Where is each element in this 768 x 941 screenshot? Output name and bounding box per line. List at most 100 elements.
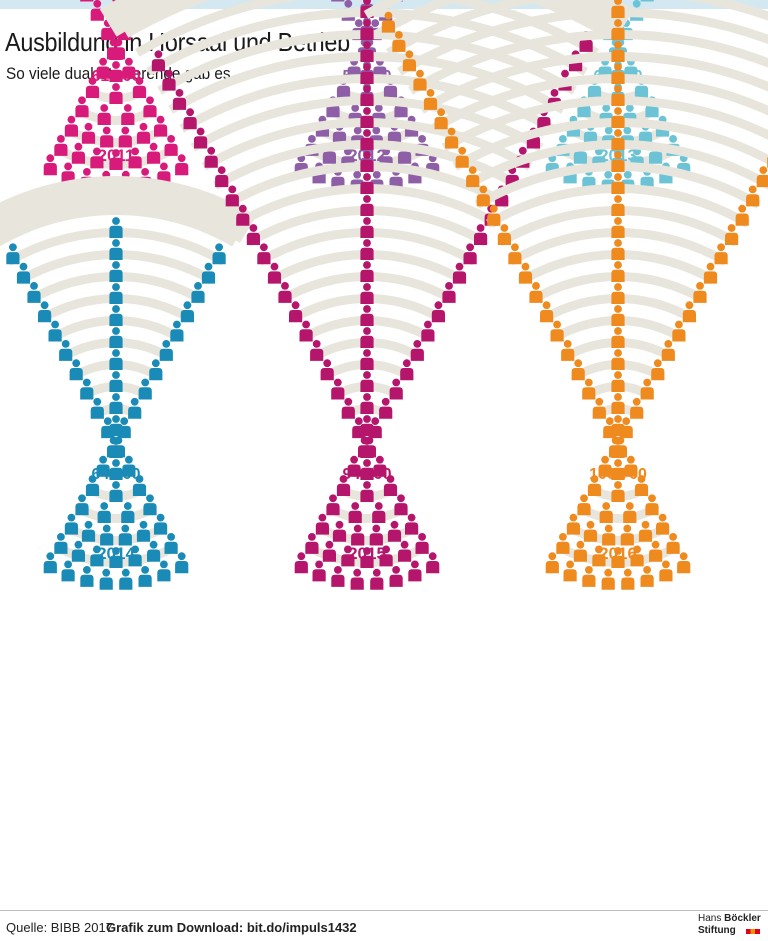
- student-icon: [69, 359, 83, 381]
- seat-row: [324, 360, 410, 380]
- student-icon: [423, 89, 438, 110]
- student-icon: [442, 282, 456, 303]
- student-icon: [638, 520, 653, 542]
- student-icon: [305, 533, 319, 554]
- student-icon: [122, 57, 136, 79]
- student-icon: [109, 217, 123, 238]
- seat-row: [17, 250, 215, 285]
- student-icon: [360, 547, 374, 568]
- hall-floor: [99, 0, 635, 37]
- student-icon: [659, 560, 673, 582]
- seat-row: [268, 250, 466, 285]
- student-icon: [582, 378, 596, 400]
- student-icon: [121, 502, 135, 523]
- seat-row: [61, 338, 171, 361]
- seat-row: [552, 316, 684, 342]
- student-icon: [360, 305, 374, 326]
- student-icon: [518, 262, 533, 284]
- student-icon: [666, 533, 680, 554]
- student-icon: [128, 147, 142, 169]
- student-icon: [350, 568, 364, 590]
- seat-row: [419, 51, 768, 114]
- source-note: Quelle: BIBB 2017: [6, 920, 113, 935]
- student-icon: [109, 371, 123, 392]
- student-icon: [138, 566, 152, 587]
- student-icon: [132, 77, 147, 98]
- student-icon: [109, 149, 123, 170]
- seat-row: [575, 360, 661, 380]
- student-icon: [225, 185, 239, 207]
- student-icon: [474, 224, 488, 245]
- student-icon: [348, 502, 362, 523]
- student-icon: [360, 283, 374, 304]
- student-icon: [360, 85, 374, 106]
- student-icon: [545, 552, 559, 574]
- student-icon: [400, 359, 414, 381]
- student-icon: [109, 547, 123, 568]
- seat-row: [76, 106, 156, 125]
- student-icon: [162, 69, 176, 91]
- student-icon: [672, 320, 686, 342]
- student-icon: [661, 340, 675, 361]
- student-icon: [677, 552, 691, 574]
- student-icon: [402, 50, 416, 72]
- student-icon: [97, 502, 111, 523]
- student-icon: [80, 378, 94, 400]
- seat-row: [463, 140, 768, 190]
- student-icon: [27, 282, 41, 303]
- student-icon: [452, 262, 467, 284]
- student-icon: [445, 127, 459, 149]
- student-icon: [611, 195, 625, 216]
- student-icon: [611, 173, 625, 194]
- seat-row: [408, 29, 768, 95]
- student-icon: [360, 239, 374, 260]
- value-label: 100 700: [589, 466, 647, 483]
- student-icon: [111, 436, 125, 458]
- student-icon: [180, 301, 194, 323]
- student-icon: [128, 397, 142, 419]
- seat-row: [556, 144, 680, 170]
- download-link[interactable]: Grafik zum Download: bit.do/impuls1432: [106, 920, 357, 935]
- student-icon: [75, 96, 89, 118]
- seat-row: [54, 144, 178, 170]
- student-icon: [434, 108, 448, 130]
- value-label: 61 200: [92, 68, 141, 85]
- student-icon: [43, 552, 57, 574]
- student-icon: [415, 533, 429, 554]
- student-icon: [611, 283, 625, 304]
- student-icon: [360, 393, 374, 414]
- student-icon: [381, 11, 395, 33]
- student-icon: [48, 320, 62, 342]
- student-icon: [389, 378, 403, 400]
- student-icon: [121, 104, 135, 125]
- student-icon: [326, 494, 340, 516]
- student-icon: [154, 513, 168, 535]
- student-icon: [16, 262, 31, 284]
- student-icon: [109, 393, 123, 414]
- student-icon: [613, 436, 627, 458]
- student-icon: [571, 359, 585, 381]
- student-icon: [336, 475, 351, 496]
- student-icon: [611, 129, 625, 150]
- student-icon: [172, 89, 187, 110]
- student-icon: [341, 397, 355, 419]
- student-icon: [725, 224, 739, 245]
- student-icon: [191, 282, 205, 303]
- student-icon: [71, 540, 85, 562]
- student-icon: [587, 475, 602, 496]
- student-icon: [362, 436, 376, 458]
- student-icon: [383, 475, 398, 496]
- student-icon: [257, 243, 271, 265]
- student-icon: [640, 0, 654, 2]
- student-icon: [352, 417, 366, 439]
- seat-row: [146, 8, 588, 76]
- student-icon: [611, 107, 625, 128]
- student-icon: [100, 126, 114, 148]
- student-icon: [109, 481, 123, 502]
- student-icon: [64, 115, 78, 137]
- seat-row: [212, 139, 522, 190]
- student-icon: [394, 494, 408, 516]
- seat-row: [556, 542, 680, 568]
- student-icon: [573, 540, 587, 562]
- seat-row: [474, 161, 762, 209]
